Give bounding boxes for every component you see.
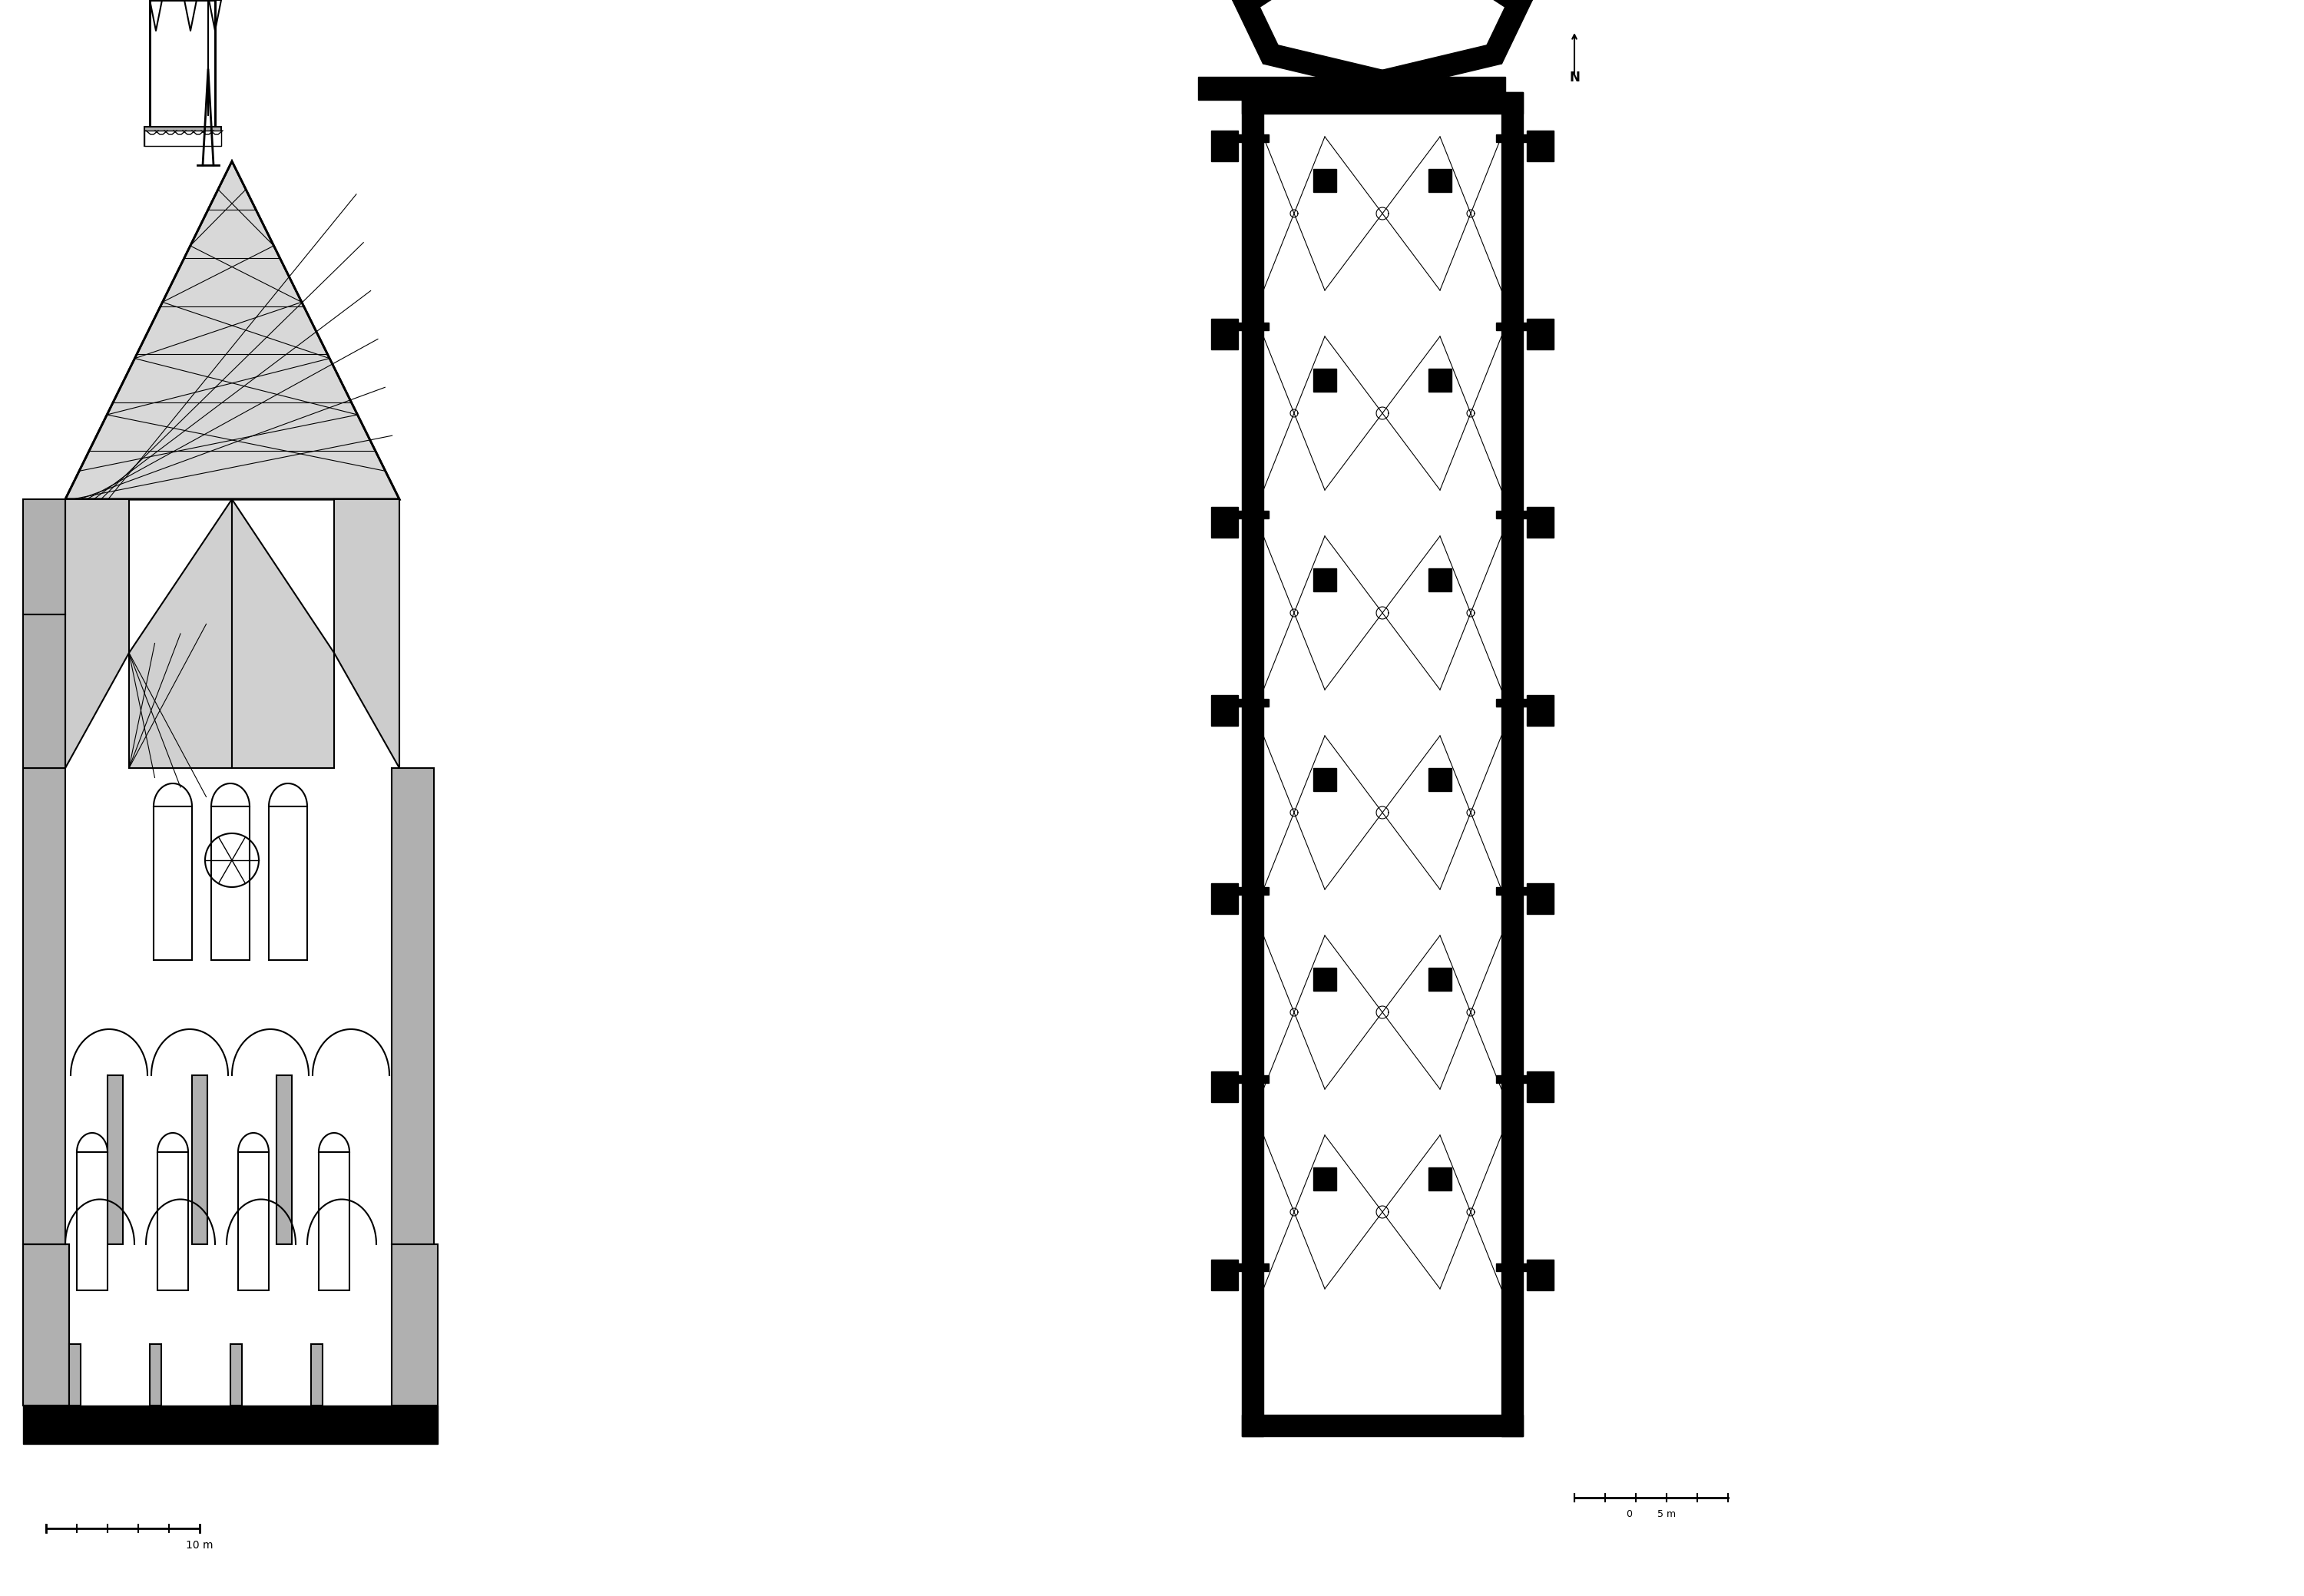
Bar bbox=[1237, 887, 1270, 895]
Bar bbox=[1313, 568, 1336, 592]
Bar bbox=[108, 1076, 122, 1245]
Bar bbox=[23, 1406, 438, 1444]
Bar bbox=[1212, 508, 1237, 538]
Text: 10 m: 10 m bbox=[187, 1540, 214, 1551]
Bar bbox=[1428, 169, 1452, 192]
Bar bbox=[1428, 369, 1452, 391]
Bar bbox=[1528, 131, 1553, 161]
Bar bbox=[1495, 887, 1528, 895]
Bar bbox=[1237, 1076, 1270, 1084]
Text: 0        5 m: 0 5 m bbox=[1627, 1510, 1675, 1519]
Bar bbox=[157, 1152, 189, 1290]
Bar bbox=[270, 806, 306, 961]
Polygon shape bbox=[1233, 0, 1283, 64]
Bar bbox=[23, 614, 65, 768]
Bar bbox=[1237, 511, 1270, 519]
Bar bbox=[1428, 967, 1452, 991]
Polygon shape bbox=[1263, 43, 1387, 93]
Bar bbox=[1495, 1076, 1528, 1084]
Bar bbox=[1528, 319, 1553, 350]
Bar bbox=[392, 768, 433, 1245]
Bar bbox=[1242, 93, 1523, 113]
Bar bbox=[1495, 1264, 1528, 1270]
Bar bbox=[1212, 319, 1237, 350]
Bar bbox=[191, 1076, 207, 1245]
Bar bbox=[150, 1344, 161, 1406]
Bar bbox=[150, 0, 214, 131]
Bar bbox=[1313, 768, 1336, 792]
Bar bbox=[23, 768, 65, 1245]
Bar bbox=[237, 1152, 270, 1290]
Polygon shape bbox=[1440, 0, 1532, 18]
Bar bbox=[150, 0, 214, 131]
Bar bbox=[1237, 699, 1270, 707]
Bar bbox=[1502, 93, 1523, 1436]
Bar bbox=[1212, 883, 1237, 915]
Bar bbox=[1528, 1071, 1553, 1103]
Bar bbox=[1242, 1414, 1523, 1436]
Bar bbox=[154, 806, 191, 961]
Polygon shape bbox=[65, 500, 129, 768]
Bar bbox=[311, 1344, 323, 1406]
Bar bbox=[1528, 1259, 1553, 1290]
Polygon shape bbox=[1481, 0, 1532, 64]
Polygon shape bbox=[65, 161, 399, 500]
Bar bbox=[1428, 768, 1452, 792]
Bar bbox=[23, 1245, 69, 1406]
Polygon shape bbox=[334, 500, 399, 768]
Bar bbox=[1212, 696, 1237, 726]
Bar bbox=[1242, 93, 1263, 1436]
Bar bbox=[76, 1152, 108, 1290]
Bar bbox=[1237, 134, 1270, 142]
Bar bbox=[318, 1152, 350, 1290]
Bar bbox=[230, 1344, 242, 1406]
Bar bbox=[23, 1245, 69, 1406]
Bar bbox=[392, 1245, 438, 1406]
Polygon shape bbox=[129, 500, 233, 768]
Bar bbox=[1237, 322, 1270, 330]
Polygon shape bbox=[1378, 43, 1502, 93]
Polygon shape bbox=[233, 500, 334, 768]
Bar bbox=[1237, 1264, 1270, 1270]
Bar bbox=[1495, 134, 1528, 142]
Bar bbox=[145, 131, 221, 145]
Bar bbox=[1313, 1167, 1336, 1191]
Bar bbox=[212, 806, 249, 961]
Bar bbox=[1528, 508, 1553, 538]
Text: N: N bbox=[1569, 70, 1581, 85]
Bar bbox=[1428, 568, 1452, 592]
Bar bbox=[1428, 1167, 1452, 1191]
Bar bbox=[1313, 369, 1336, 391]
Bar bbox=[69, 1344, 81, 1406]
Bar bbox=[1212, 1259, 1237, 1290]
Bar bbox=[1495, 699, 1528, 707]
Bar bbox=[1528, 696, 1553, 726]
Bar bbox=[1212, 131, 1237, 161]
Bar bbox=[1495, 511, 1528, 519]
Bar bbox=[23, 500, 65, 614]
Bar bbox=[276, 1076, 293, 1245]
Bar bbox=[1313, 967, 1336, 991]
Bar bbox=[1313, 169, 1336, 192]
Bar bbox=[1495, 322, 1528, 330]
Bar bbox=[1528, 883, 1553, 915]
Bar bbox=[145, 126, 221, 145]
Polygon shape bbox=[1233, 0, 1325, 18]
Bar bbox=[1212, 1071, 1237, 1103]
Bar bbox=[1198, 77, 1505, 101]
